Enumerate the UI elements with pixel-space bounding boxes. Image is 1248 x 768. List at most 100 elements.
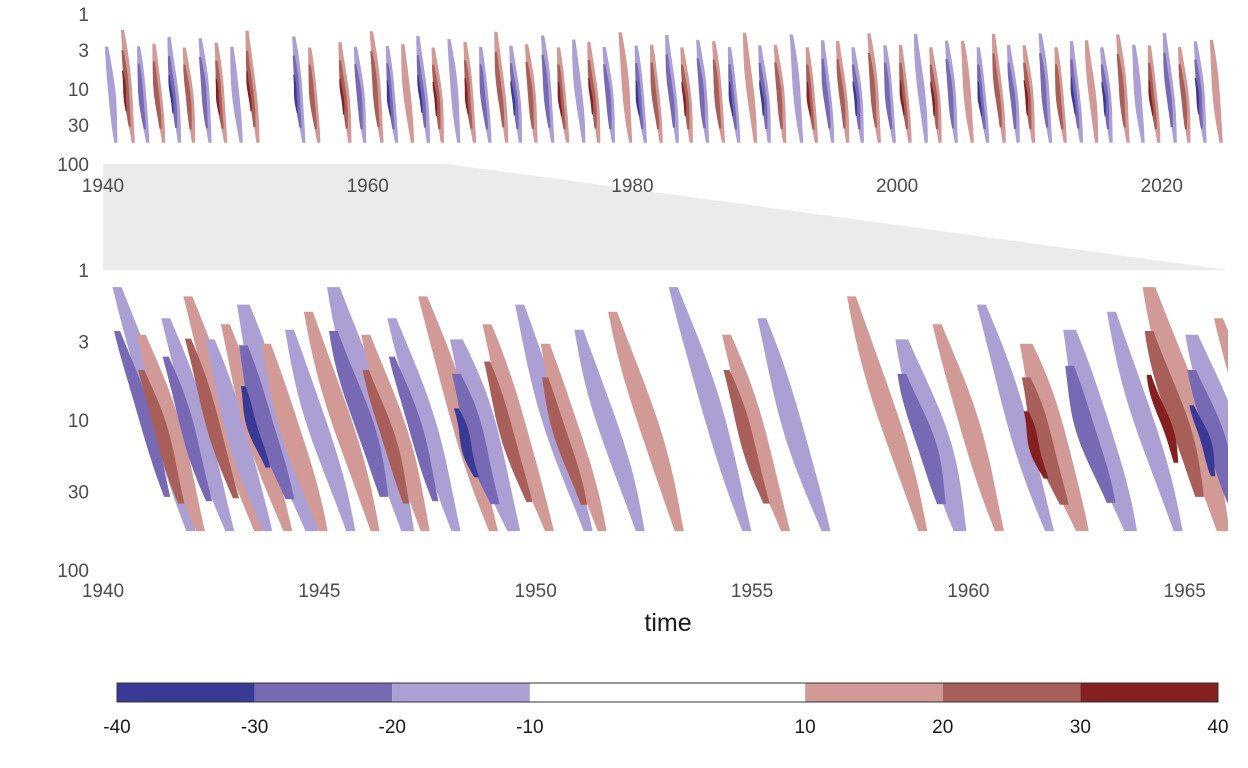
easterly-band [240, 386, 271, 468]
easterly-band [1106, 311, 1183, 532]
westerly-band [930, 81, 935, 116]
x-tick-label: 1940 [82, 176, 124, 197]
westerly-band [806, 64, 815, 130]
easterly-band [292, 55, 302, 128]
easterly-band [603, 64, 612, 130]
easterly-band [541, 54, 551, 128]
westerly-band [723, 370, 770, 504]
y-tick-label: 30 [68, 483, 89, 504]
y-tick-label: 3 [78, 333, 89, 354]
zoom-connector [103, 164, 1228, 270]
x-tick-label: 1940 [82, 581, 124, 602]
westerly-band [484, 361, 533, 503]
overview-y-axis: 1 3 10 30 100 [57, 5, 89, 176]
westerly-band [722, 334, 791, 532]
westerly-band [121, 50, 131, 127]
westerly-band [774, 62, 783, 129]
westerly-band [138, 370, 185, 504]
y-tick-label: 100 [57, 155, 89, 176]
easterly-band [454, 408, 479, 478]
x-tick-label: 1950 [515, 581, 557, 602]
colorbar-cell [1080, 683, 1218, 702]
westerly-band [246, 71, 252, 112]
colorbar-tick-label: -30 [241, 717, 268, 738]
easterly-band [1007, 62, 1017, 129]
westerly-band [1142, 287, 1228, 532]
colorbar-cell [392, 683, 530, 702]
westerly-band [303, 311, 380, 532]
westerly-band [1116, 53, 1126, 128]
westerly-band [1084, 40, 1099, 143]
colorbar-frame [116, 682, 1219, 703]
easterly-band [977, 81, 983, 116]
westerly-band [494, 51, 505, 128]
easterly-band [238, 345, 295, 500]
zoom-contour-field [112, 287, 1228, 532]
x-tick-label: 1980 [611, 176, 653, 197]
easterly-band [572, 39, 586, 143]
overview-x-axis: 1940 1960 1980 2000 2020 [82, 176, 1183, 197]
westerly-band [362, 370, 410, 504]
colorbar: -40 -30 -20 -10 10 20 30 40 [103, 682, 1229, 738]
colorbar-tick-label: 30 [1070, 717, 1091, 738]
y-tick-label: 3 [78, 41, 89, 62]
easterly-band [821, 58, 831, 129]
easterly-band [479, 64, 489, 130]
westerly-band [681, 81, 687, 116]
easterly-band [977, 64, 986, 130]
easterly-band [897, 373, 946, 505]
easterly-band [168, 74, 174, 114]
easterly-band [696, 58, 706, 129]
westerly-band [1213, 318, 1228, 374]
y-tick-label: 1 [78, 5, 89, 26]
colorbar-cells [117, 683, 1218, 702]
westerly-band [608, 311, 684, 532]
zoom-y-axis: 1 3 10 30 100 [57, 261, 89, 582]
westerly-band [1023, 411, 1049, 479]
westerly-band [1019, 343, 1089, 532]
easterly-band [976, 304, 1054, 532]
y-tick-label: 100 [57, 561, 89, 582]
x-tick-label: 1960 [347, 176, 389, 197]
westerly-band [743, 32, 757, 143]
westerly-band [401, 44, 414, 143]
easterly-band [105, 46, 118, 143]
westerly-band [899, 62, 909, 129]
easterly-band [387, 318, 461, 532]
westerly-band [587, 59, 597, 129]
westerly-band [136, 334, 205, 532]
easterly-band [1189, 405, 1216, 477]
westerly-band [932, 324, 1004, 532]
easterly-band [285, 329, 356, 532]
westerly-band [557, 81, 563, 116]
westerly-band [899, 80, 905, 116]
westerly-band [482, 324, 554, 532]
easterly-band [1132, 44, 1145, 143]
easterly-band [668, 287, 752, 532]
westerly-band [1055, 64, 1064, 130]
easterly-band [162, 356, 213, 502]
colorbar-tick-label: -40 [103, 717, 130, 738]
easterly-band [293, 74, 298, 113]
westerly-band [432, 81, 438, 116]
easterly-band [914, 33, 928, 143]
westerly-band [121, 70, 127, 112]
westerly-band [588, 78, 594, 115]
easterly-band [1065, 365, 1116, 503]
westerly-band [183, 64, 192, 130]
y-tick-label: 1 [78, 261, 89, 282]
westerly-band [1148, 80, 1154, 116]
x-tick-label: 2020 [1141, 176, 1183, 197]
westerly-band [618, 32, 633, 143]
westerly-band [338, 60, 348, 129]
westerly-band [245, 50, 256, 127]
easterly-band [1163, 52, 1173, 128]
easterly-band [199, 57, 208, 129]
easterly-band [574, 329, 645, 532]
easterly-band [728, 81, 734, 116]
overview-contour-field [105, 30, 1223, 143]
easterly-band [114, 331, 171, 497]
westerly-band [215, 60, 224, 129]
colorbar-cell [529, 683, 806, 702]
